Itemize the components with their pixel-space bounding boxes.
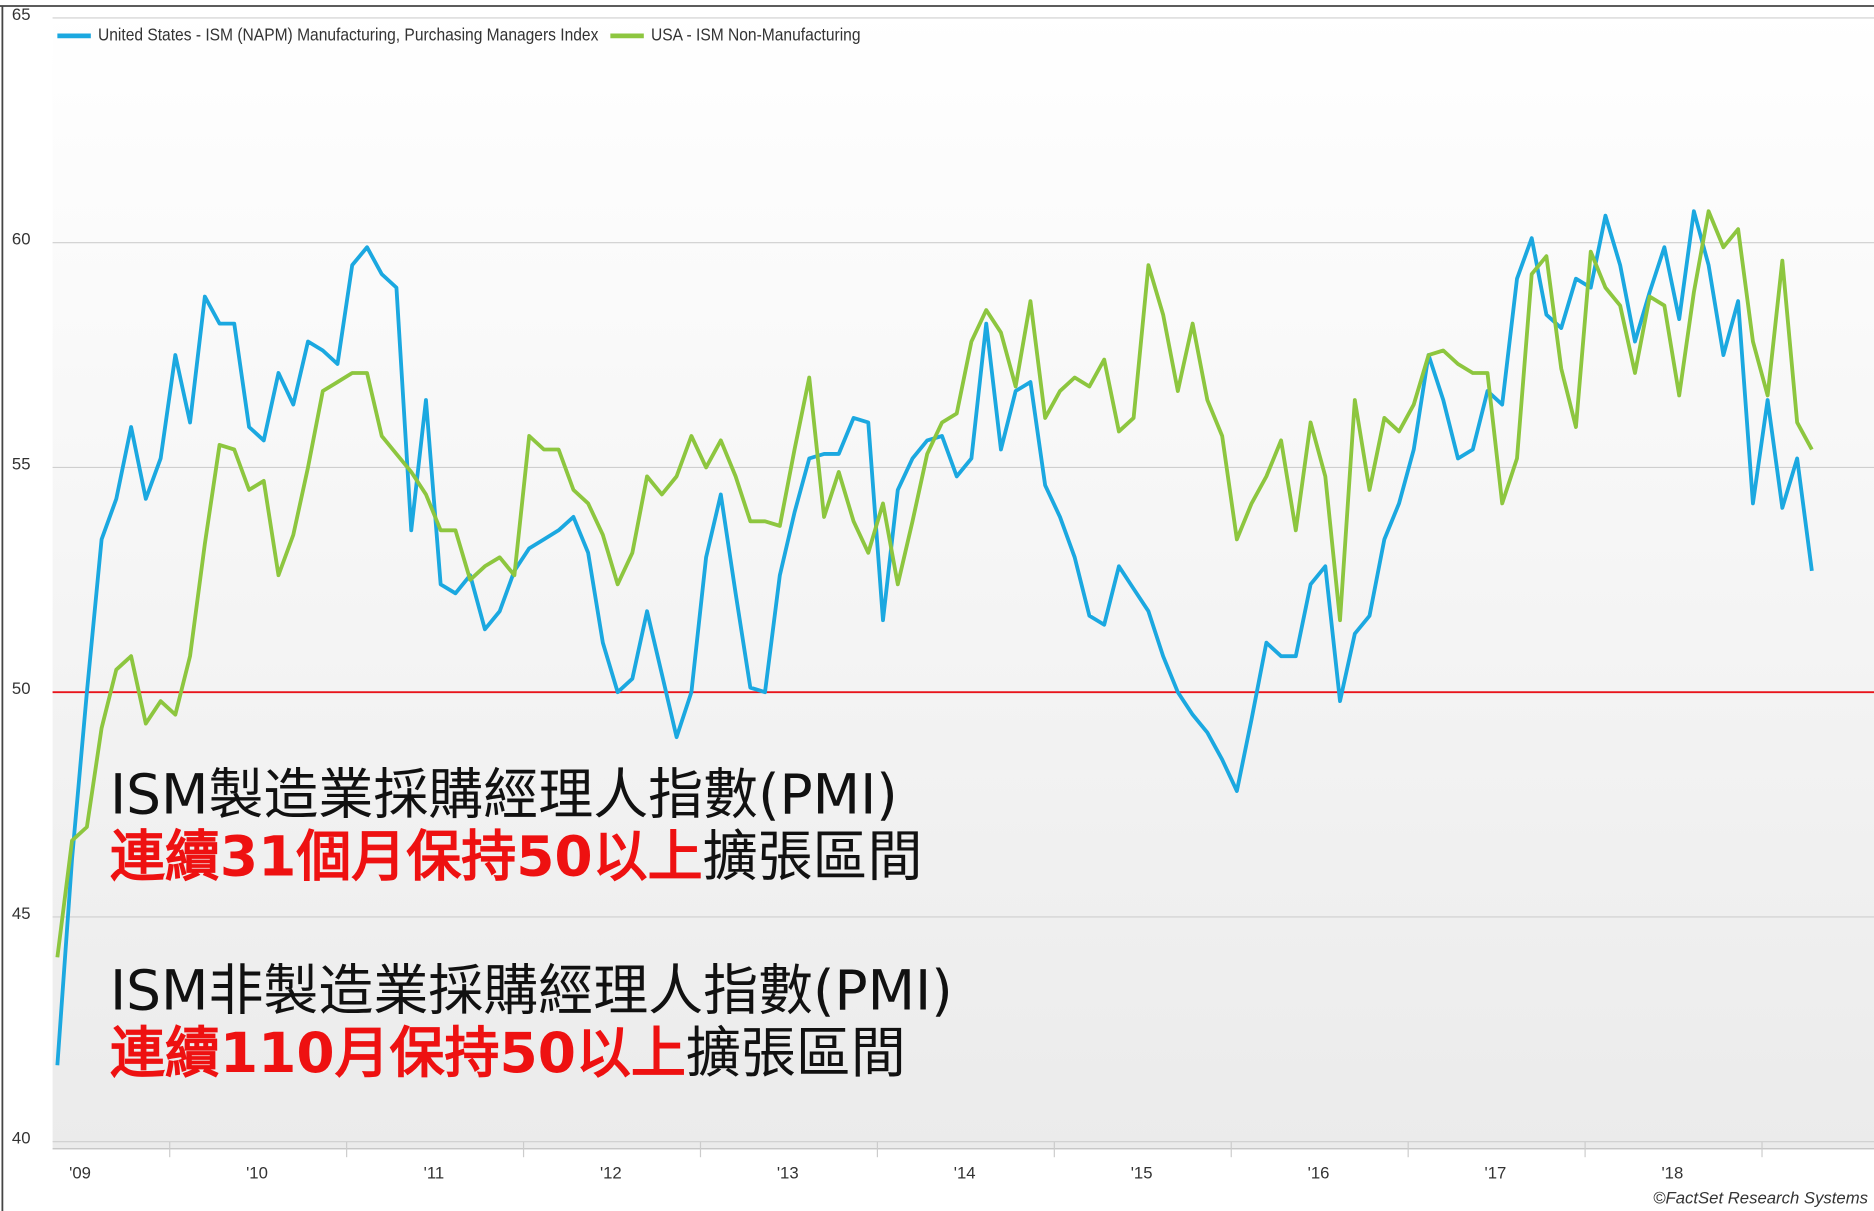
annotation-part: 擴張區間 [686,1021,906,1085]
source-credit: ©FactSet Research Systems [1653,1188,1868,1207]
x-tick-label: '14 [954,1163,976,1182]
x-tick-label: '16 [1308,1163,1330,1182]
y-tick-label: 40 [12,1129,31,1148]
annotation-part: 連續110月保持50以上 [110,1021,686,1085]
y-tick-label: 45 [12,904,31,923]
x-tick-label: '15 [1131,1163,1153,1182]
y-tick-label: 50 [12,679,31,698]
annotation: ISM非製造業採購經理人指數(PMI) [110,959,953,1023]
annotation-part: ISM製造業採購經理人指數(PMI) [110,763,898,827]
series-line [55,209,1814,958]
legend-label: United States - ISM (NAPM) Manufacturing… [98,25,598,45]
x-tick-label: '10 [246,1163,268,1182]
x-tick-label: '09 [69,1163,91,1182]
legend-label: USA - ISM Non-Manufacturing [651,25,861,45]
annotation-part: 連續31個月保持50以上 [110,825,703,889]
annotation: ISM製造業採購經理人指數(PMI) [110,763,898,827]
x-tick-label: '18 [1661,1163,1683,1182]
annotation: 連續31個月保持50以上擴張區間 [110,825,923,889]
x-tick-label: '13 [777,1163,799,1182]
x-tick-label: '11 [424,1163,445,1182]
annotation-part: 擴張區間 [703,825,923,889]
plot-background [52,7,1874,1149]
y-tick-label: 55 [12,454,31,473]
y-tick-label: 60 [12,230,31,249]
annotation-part: ISM非製造業採購經理人指數(PMI) [110,959,953,1023]
annotation: 連續110月保持50以上擴張區間 [110,1021,906,1085]
x-tick-label: '17 [1485,1163,1507,1182]
x-tick-label: '12 [600,1163,622,1182]
y-tick-label: 65 [12,5,31,24]
